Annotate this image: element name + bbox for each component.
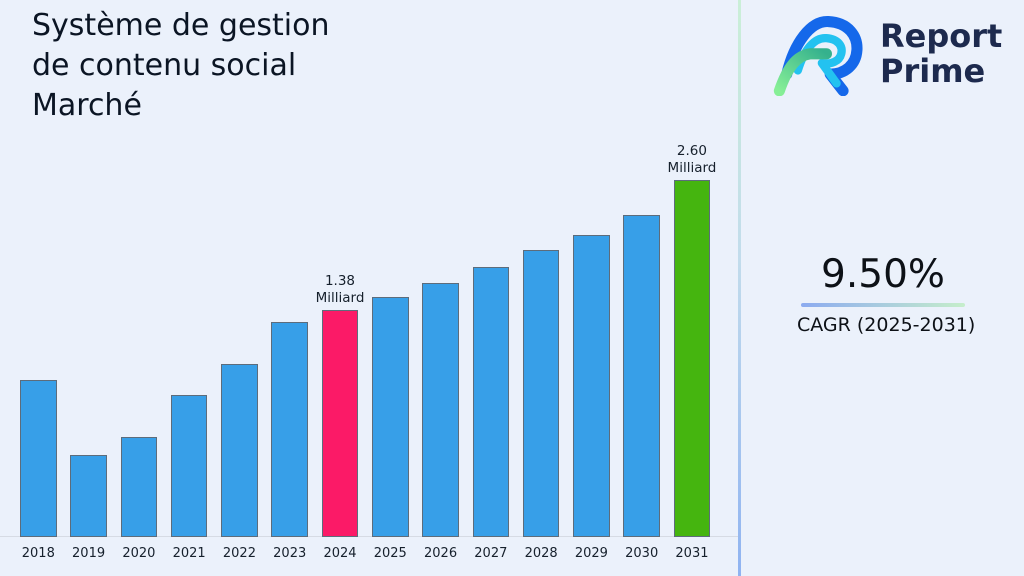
bar-column-2028: 2028: [522, 250, 560, 561]
bar-chart: 2018 2019 2020 2021 2022 2023 1.38 Milliard 2024…: [0, 117, 740, 561]
cagr-label: CAGR (2025-2031): [797, 314, 976, 336]
bars-container: 2018 2019 2020 2021 2022 2023 1.38 Milliard 2024…: [20, 117, 717, 561]
bar-column-2026: 2026: [422, 283, 459, 561]
bar-column-2022: 2022: [221, 364, 258, 561]
year-label-2022: 2022: [222, 546, 256, 561]
bar-column-2025: 2025: [371, 297, 409, 561]
bar-column-2021: 2021: [170, 395, 208, 561]
year-label-2028: 2028: [524, 546, 558, 561]
cagr-value: 9.50%: [821, 252, 945, 297]
year-label-2023: 2023: [273, 546, 307, 561]
year-label-2029: 2029: [574, 546, 608, 561]
year-label-2027: 2027: [474, 546, 508, 561]
bar-column-2019: 2019: [70, 455, 107, 561]
chart-title-line-1: Système de gestion: [32, 8, 330, 43]
bar-column-2031: 2.60 Milliard 2031: [668, 143, 717, 561]
brand-name: Report Prime: [880, 19, 1002, 89]
bar-column-2024: 1.38 Milliard 2024: [316, 273, 365, 561]
year-label-2025: 2025: [373, 546, 407, 561]
bar-2024: [321, 310, 359, 537]
bar-column-2023: 2023: [271, 322, 308, 561]
year-label-2018: 2018: [21, 546, 55, 561]
bar-2027: [472, 267, 510, 537]
chart-title-line-3: Marché: [32, 88, 142, 123]
bar-2021: [170, 395, 208, 537]
bar-2022: [221, 364, 258, 537]
year-label-2019: 2019: [72, 546, 106, 561]
bar-2023: [271, 322, 308, 537]
brand-name-line-2: Prime: [880, 52, 986, 90]
bar-2020: [120, 437, 158, 537]
bar-2029: [573, 235, 610, 537]
bar-annotation-2024: 1.38 Milliard: [315, 273, 365, 306]
bar-annotation-2031: 2.60 Milliard: [667, 143, 717, 176]
bar-2026: [422, 283, 459, 537]
brand-name-line-1: Report: [880, 17, 1003, 55]
report-prime-logo-icon: [772, 8, 868, 100]
chart-title-line-2: de contenu social: [32, 48, 297, 83]
x-axis-baseline: [0, 536, 740, 537]
bar-2030: [623, 215, 660, 537]
cagr-callout: 9.50% CAGR (2025-2031): [797, 252, 976, 336]
bar-column-2020: 2020: [120, 437, 158, 561]
brand-block: Report Prime: [772, 8, 1002, 100]
bar-column-2030: 2030: [623, 215, 660, 561]
bar-column-2018: 2018: [20, 380, 57, 561]
bar-2028: [522, 250, 560, 537]
bar-2018: [20, 380, 57, 537]
bar-column-2029: 2029: [573, 235, 610, 561]
year-label-2020: 2020: [122, 546, 156, 561]
panel-divider: [738, 0, 741, 576]
year-label-2026: 2026: [424, 546, 458, 561]
year-label-2030: 2030: [625, 546, 659, 561]
year-label-2031: 2031: [675, 546, 709, 561]
year-label-2024: 2024: [323, 546, 357, 561]
bar-column-2027: 2027: [472, 267, 510, 561]
chart-title: Système de gestion de contenu social Mar…: [32, 6, 330, 126]
bar-2025: [371, 297, 409, 537]
bar-2031: [673, 180, 711, 537]
year-label-2021: 2021: [172, 546, 206, 561]
cagr-underline: [801, 303, 965, 307]
bar-2019: [70, 455, 107, 537]
